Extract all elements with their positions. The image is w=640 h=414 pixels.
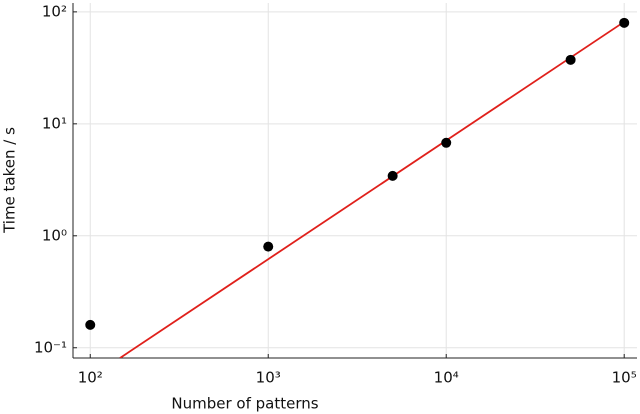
y-tick-label: 10⁻¹ — [34, 338, 67, 356]
data-point — [619, 17, 630, 28]
plot-area — [119, 21, 625, 358]
x-tick-label: 10³ — [256, 369, 281, 387]
data-point — [263, 241, 274, 252]
data-point — [387, 170, 398, 181]
y-axis-label: Time taken / s — [1, 127, 19, 234]
x-tick-label: 10⁵ — [612, 369, 637, 387]
x-tick-label: 10⁴ — [434, 369, 459, 387]
data-point — [441, 137, 452, 148]
x-axis-label: Number of patterns — [171, 395, 318, 413]
data-point — [565, 54, 576, 65]
y-tick-label: 10² — [42, 2, 67, 20]
y-tick-label: 10⁰ — [42, 226, 67, 244]
data-point — [85, 319, 96, 330]
fit-line — [119, 21, 625, 358]
x-tick-label: 10² — [78, 369, 103, 387]
y-tick-label: 10¹ — [42, 114, 67, 132]
